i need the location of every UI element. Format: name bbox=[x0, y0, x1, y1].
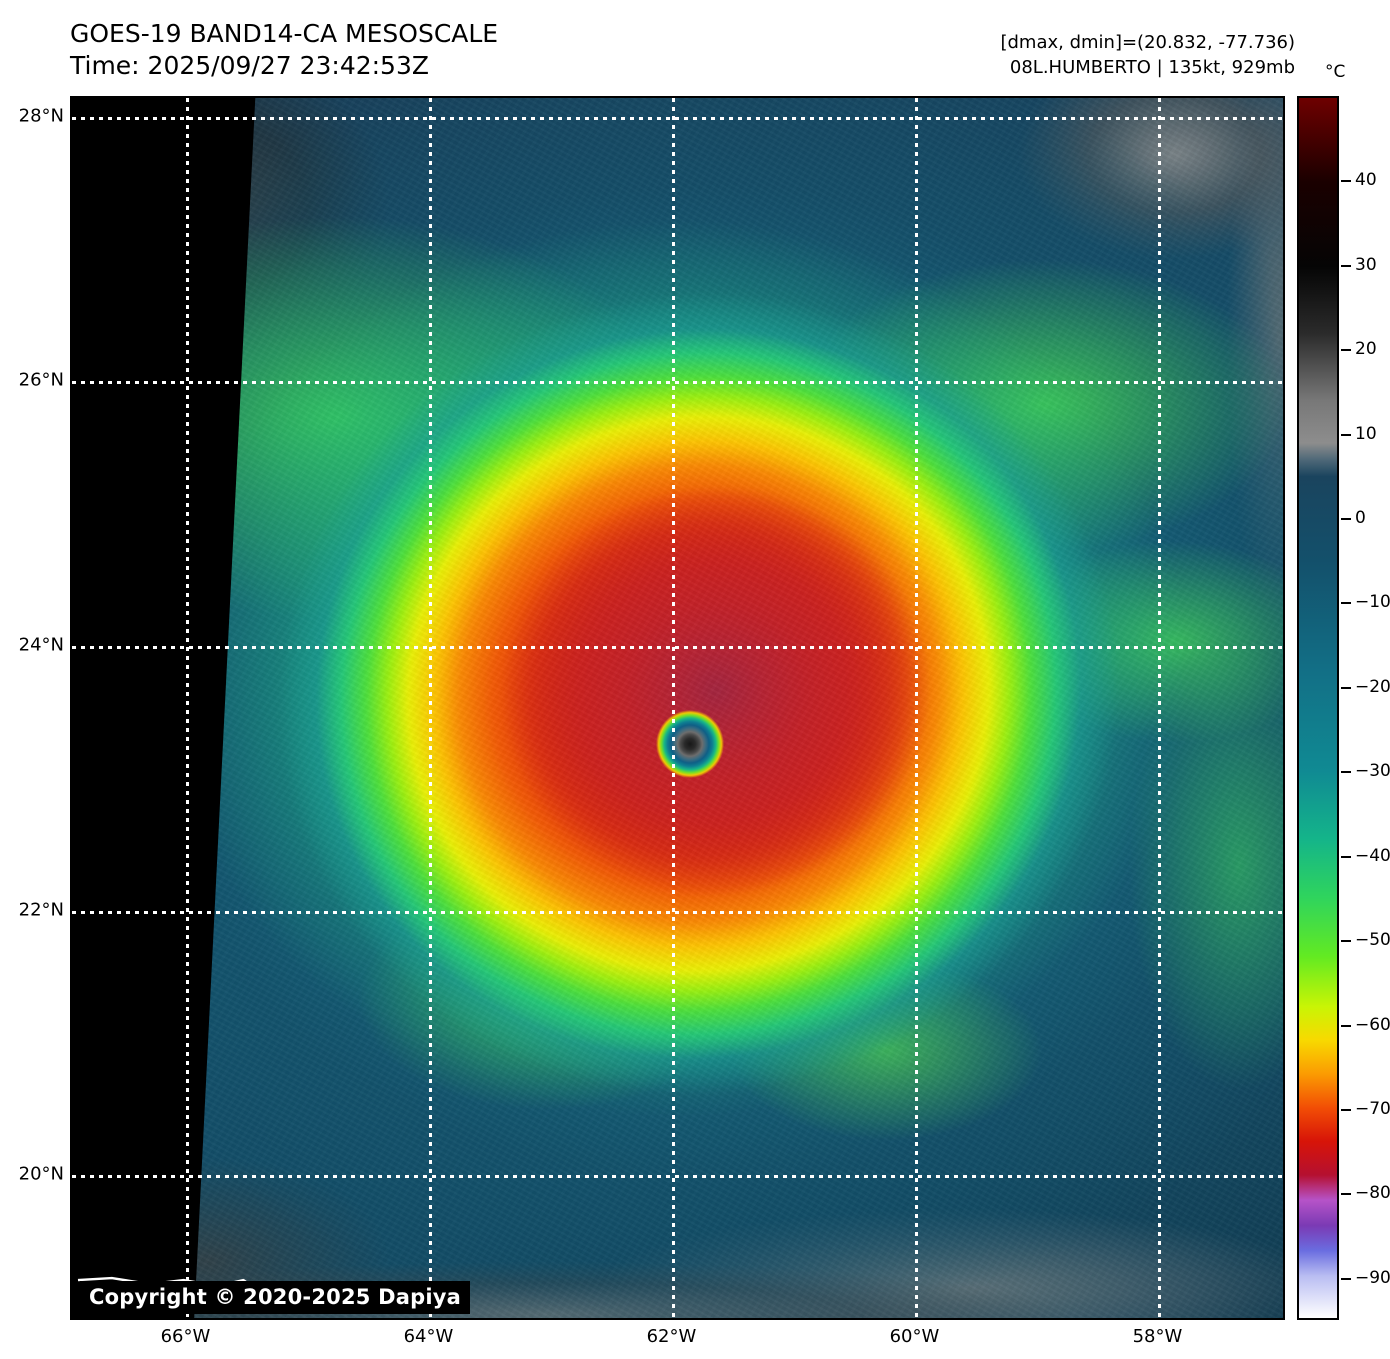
latitude-tick-label: 22°N bbox=[18, 899, 64, 921]
timestamp-label: Time: 2025/09/27 23:42:53Z bbox=[70, 51, 429, 80]
colorbar-tick-mark bbox=[1341, 940, 1351, 943]
gridline-vertical bbox=[186, 98, 190, 1318]
ir-cloud-texture bbox=[72, 98, 1283, 1318]
page-title: GOES-19 BAND14-CA MESOSCALE bbox=[70, 19, 499, 48]
temperature-colorbar[interactable] bbox=[1297, 96, 1339, 1320]
longitude-tick-label: 60°W bbox=[889, 1326, 940, 1347]
colorbar-tick-label: 30 bbox=[1355, 254, 1377, 275]
colorbar-tick-mark bbox=[1341, 1024, 1351, 1027]
colorbar-tick-label: 0 bbox=[1355, 508, 1366, 529]
gridline-vertical bbox=[1158, 98, 1162, 1318]
satellite-image-plot[interactable]: Copyright © 2020-2025 Dapiya bbox=[70, 96, 1285, 1320]
gridline-horizontal bbox=[72, 1175, 1283, 1179]
colorbar-unit-label: °C bbox=[1325, 62, 1346, 82]
colorbar-tick-mark bbox=[1341, 855, 1351, 858]
colorbar-tick-mark bbox=[1341, 518, 1351, 521]
copyright-watermark: Copyright © 2020-2025 Dapiya bbox=[80, 1281, 470, 1314]
gridline-horizontal bbox=[72, 381, 1283, 385]
colorbar-tick-mark bbox=[1341, 264, 1351, 267]
gridline-vertical bbox=[672, 98, 676, 1318]
gridline-horizontal bbox=[72, 646, 1283, 650]
colorbar-gradient bbox=[1299, 98, 1337, 1318]
latitude-tick-label: 26°N bbox=[18, 369, 64, 391]
gridline-vertical bbox=[429, 98, 433, 1318]
dmax-dmin-label: [dmax, dmin]=(20.832, -77.736) bbox=[1000, 32, 1295, 53]
colorbar-tick-label: −70 bbox=[1355, 1098, 1390, 1119]
colorbar-tick-mark bbox=[1341, 349, 1351, 352]
longitude-tick-label: 66°W bbox=[160, 1326, 211, 1347]
colorbar-tick-mark bbox=[1341, 1277, 1351, 1280]
colorbar-tick-label: −40 bbox=[1355, 845, 1390, 866]
colorbar-tick-label: 10 bbox=[1355, 423, 1377, 444]
colorbar-tick-label: −90 bbox=[1355, 1267, 1390, 1288]
latitude-tick-label: 24°N bbox=[18, 634, 64, 656]
gridline-horizontal bbox=[72, 116, 1283, 120]
colorbar-tick-mark bbox=[1341, 433, 1351, 436]
gridline-horizontal bbox=[72, 910, 1283, 914]
colorbar-tick-label: −50 bbox=[1355, 930, 1390, 951]
longitude-tick-label: 62°W bbox=[646, 1326, 697, 1347]
longitude-tick-label: 58°W bbox=[1132, 1326, 1183, 1347]
storm-info-label: 08L.HUMBERTO | 135kt, 929mb bbox=[1009, 57, 1295, 78]
header-title-block: GOES-19 BAND14-CA MESOSCALE Time: 2025/0… bbox=[70, 18, 770, 82]
colorbar-tick-mark bbox=[1341, 180, 1351, 183]
colorbar-tick-label: 40 bbox=[1355, 170, 1377, 191]
colorbar-tick-mark bbox=[1341, 771, 1351, 774]
gridline-vertical bbox=[915, 98, 919, 1318]
colorbar-tick-label: 20 bbox=[1355, 339, 1377, 360]
latitude-tick-label: 28°N bbox=[18, 105, 64, 127]
longitude-tick-label: 64°W bbox=[403, 1326, 454, 1347]
colorbar-tick-label: −30 bbox=[1355, 761, 1390, 782]
header-metadata-block: [dmax, dmin]=(20.832, -77.736) 08L.HUMBE… bbox=[1000, 30, 1295, 80]
latitude-tick-label: 20°N bbox=[18, 1163, 64, 1185]
colorbar-tick-mark bbox=[1341, 1108, 1351, 1111]
colorbar-tick-label: −20 bbox=[1355, 676, 1390, 697]
satellite-image-canvas: Copyright © 2020-2025 Dapiya bbox=[72, 98, 1283, 1318]
storm-eye bbox=[653, 710, 726, 779]
colorbar-tick-label: −60 bbox=[1355, 1014, 1390, 1035]
ir-cirrus-texture bbox=[72, 98, 1283, 1318]
colorbar-tick-label: −80 bbox=[1355, 1183, 1390, 1204]
colorbar-tick-mark bbox=[1341, 602, 1351, 605]
colorbar-tick-mark bbox=[1341, 1193, 1351, 1196]
colorbar-tick-label: −10 bbox=[1355, 592, 1390, 613]
colorbar-tick-mark bbox=[1341, 686, 1351, 689]
